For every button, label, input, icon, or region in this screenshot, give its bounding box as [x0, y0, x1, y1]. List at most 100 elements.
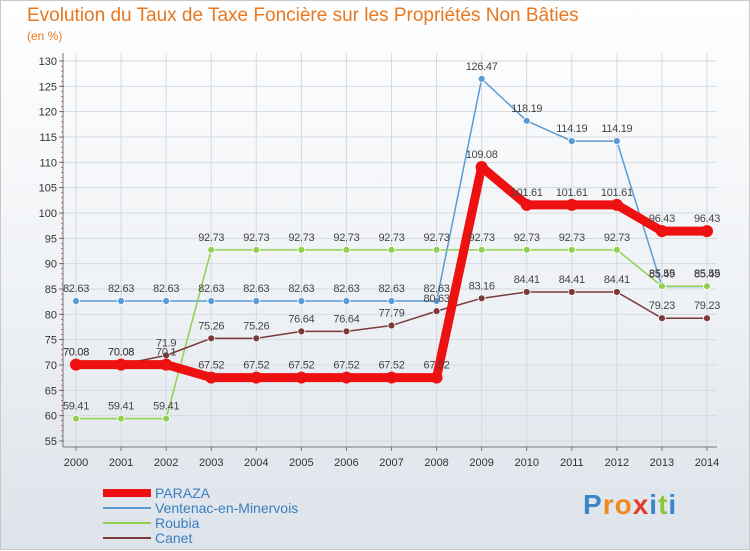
- data-point: [703, 314, 711, 323]
- data-label: 70.1: [156, 347, 176, 359]
- data-point: [72, 297, 80, 305]
- data-label: 85.49: [694, 269, 720, 281]
- data-point: [252, 334, 261, 343]
- x-tick-label: 2001: [109, 457, 133, 469]
- x-tick-label: 2002: [154, 457, 178, 469]
- data-label: 126.47: [466, 61, 498, 73]
- data-point: [567, 245, 576, 254]
- data-label: 82.63: [378, 283, 404, 295]
- data-point: [655, 225, 668, 238]
- data-point: [430, 371, 443, 384]
- data-point: [475, 160, 488, 173]
- y-tick-label: 125: [39, 81, 57, 93]
- x-tick-label: 2014: [695, 457, 719, 469]
- x-tick-label: 2003: [199, 457, 223, 469]
- data-label: 85.55: [694, 268, 720, 280]
- data-label: 82.63: [424, 283, 450, 295]
- data-label: 92.73: [378, 232, 404, 244]
- data-point: [477, 245, 486, 254]
- data-label: 92.73: [469, 232, 495, 244]
- data-point: [117, 414, 125, 423]
- data-label: 79.23: [694, 300, 720, 312]
- data-label: 70.08: [63, 347, 89, 359]
- data-label: 101.61: [601, 187, 633, 199]
- y-tick-label: 65: [45, 385, 57, 397]
- data-point: [432, 245, 441, 254]
- data-point: [252, 245, 261, 254]
- legend-label: Canet: [155, 530, 192, 546]
- data-label: 84.41: [514, 274, 540, 286]
- data-point: [342, 327, 351, 336]
- data-point: [477, 294, 486, 303]
- data-label: 92.73: [604, 232, 630, 244]
- data-label: 82.63: [333, 283, 359, 295]
- y-tick-label: 85: [45, 284, 57, 296]
- y-tick-label: 115: [39, 132, 57, 144]
- data-point: [207, 334, 216, 343]
- data-point: [160, 358, 173, 371]
- data-label: 82.63: [198, 283, 224, 295]
- data-label: 101.61: [511, 187, 543, 199]
- data-point: [567, 137, 576, 146]
- data-label: 114.19: [601, 123, 632, 135]
- data-label: 92.73: [514, 232, 540, 244]
- data-label: 96.43: [694, 213, 720, 225]
- data-point: [297, 327, 306, 336]
- data-point: [385, 371, 398, 384]
- data-label: 76.64: [288, 313, 314, 325]
- y-tick-label: 100: [39, 208, 57, 220]
- x-tick-label: 2007: [379, 457, 403, 469]
- data-point: [70, 358, 82, 371]
- x-tick-label: 2009: [469, 457, 493, 469]
- data-label: 77.79: [378, 308, 404, 320]
- data-point: [520, 198, 533, 211]
- axes: 55 60 65 70 75 80 85 90 95 100 105 110 115 120 125 130 2…: [39, 53, 719, 469]
- data-point: [522, 288, 531, 296]
- y-tick-label: 80: [45, 309, 57, 321]
- data-label: 84.41: [604, 274, 630, 286]
- data-label: 82.63: [63, 283, 89, 295]
- logo-letter: i: [649, 489, 659, 520]
- logo-letter: x: [632, 489, 650, 520]
- data-point: [252, 297, 261, 305]
- x-tick-label: 2005: [289, 457, 313, 469]
- logo-letter: o: [614, 489, 633, 520]
- data-point: [297, 245, 306, 254]
- data-point: [387, 245, 396, 254]
- legend-label: PARAZA: [155, 485, 211, 501]
- data-point: [205, 371, 218, 384]
- data-label: 109.08: [466, 149, 498, 161]
- chart-subtitle: (en %): [27, 29, 63, 43]
- data-point: [612, 137, 621, 146]
- data-point: [612, 288, 621, 296]
- data-label: 70.08: [108, 347, 134, 359]
- y-tick-label: 60: [45, 411, 57, 423]
- x-tick-label: 2004: [244, 457, 268, 469]
- data-point: [115, 358, 128, 371]
- data-point: [207, 297, 216, 305]
- data-label: 96.43: [649, 213, 675, 225]
- data-point: [387, 321, 396, 330]
- data-label: 59.41: [153, 401, 179, 413]
- data-point: [162, 297, 171, 305]
- data-label: 82.63: [288, 283, 314, 295]
- data-label: 101.61: [556, 187, 588, 199]
- chart-title: Evolution du Taux de Taxe Foncière sur l…: [27, 5, 579, 26]
- data-point: [477, 74, 486, 83]
- data-label: 67.52: [243, 360, 269, 372]
- data-label: 59.41: [108, 401, 134, 413]
- data-label: 92.73: [424, 232, 450, 244]
- y-tick-label: 110: [39, 157, 57, 169]
- data-point: [340, 371, 353, 384]
- data-point: [522, 245, 531, 254]
- data-label: 59.41: [63, 401, 89, 413]
- data-label: 85.55: [649, 268, 675, 280]
- legend-label: Ventenac-en-Minervois: [155, 500, 298, 516]
- data-point: [297, 297, 306, 305]
- data-point: [610, 198, 623, 211]
- y-tick-label: 75: [45, 335, 57, 347]
- y-tick-label: 105: [39, 183, 57, 195]
- data-point: [72, 414, 80, 423]
